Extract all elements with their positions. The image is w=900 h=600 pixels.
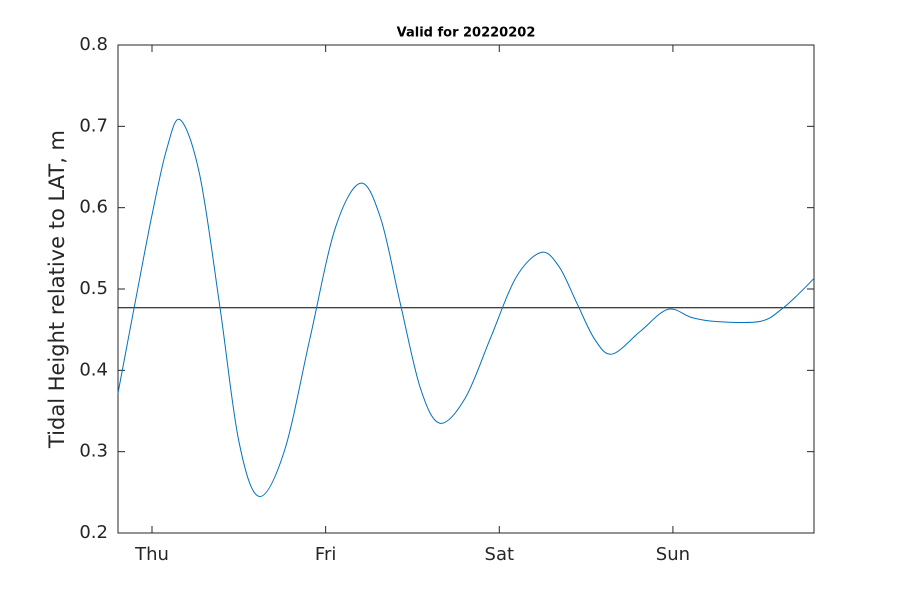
y-tick-label: 0.4 (79, 359, 108, 380)
y-tick-label: 0.2 (79, 522, 108, 543)
y-axis-label: Tidal Height relative to LAT, m (45, 130, 69, 449)
plot-area (117, 44, 815, 534)
x-tick-label: Thu (134, 544, 169, 565)
y-tick-label: 0.5 (79, 278, 108, 299)
data-line (117, 118, 815, 497)
chart-title: Valid for 20220202 (397, 26, 536, 41)
y-tick-label: 0.6 (79, 197, 108, 218)
x-tick-label: Sun (656, 544, 690, 565)
x-tick-label: Fri (315, 544, 336, 565)
x-tick-label: Sat (485, 544, 515, 565)
y-tick-label: 0.7 (79, 115, 108, 136)
y-tick-label: 0.3 (79, 441, 108, 462)
y-tick-label: 0.8 (79, 34, 108, 55)
